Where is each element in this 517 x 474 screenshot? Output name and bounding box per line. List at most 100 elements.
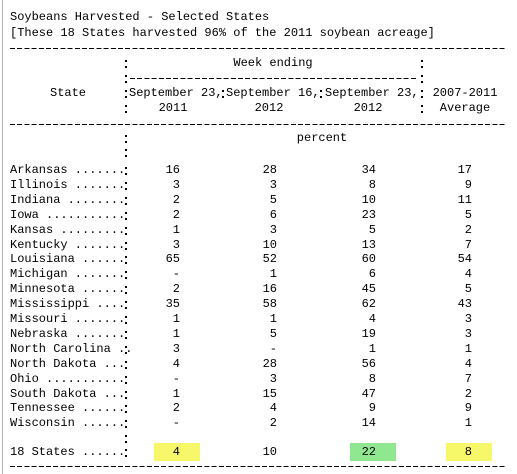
state-name: Kansas .........	[10, 222, 126, 237]
cell: 5	[269, 326, 277, 341]
colon	[125, 345, 127, 348]
state-name: Illinois .......	[10, 177, 126, 192]
cell: 3	[269, 222, 277, 237]
colon	[125, 390, 127, 393]
cell: 10	[262, 237, 277, 252]
cell: 1	[269, 312, 277, 326]
highlight	[154, 443, 200, 461]
highlight	[446, 443, 492, 461]
cell: 9	[464, 401, 472, 416]
cell: 4	[172, 356, 180, 371]
cell: 2	[464, 386, 472, 401]
cell: 4	[464, 267, 472, 282]
cell: 1	[172, 312, 180, 326]
cell: 47	[361, 386, 376, 401]
cell: 23	[361, 207, 376, 222]
total-label: 18 States ......	[10, 445, 126, 459]
colon	[125, 330, 127, 333]
cell: 2	[269, 416, 277, 431]
state-name: Missouri .......	[10, 312, 126, 326]
cell: 10	[361, 192, 376, 207]
cell: 52	[262, 252, 277, 267]
colon	[421, 105, 423, 107]
column-header: September 23,	[129, 86, 223, 100]
colon	[125, 435, 127, 437]
column-header: September 16,	[226, 86, 320, 100]
state-name: Tennessee ......	[10, 401, 126, 416]
colon	[125, 105, 127, 107]
cell: 13	[361, 237, 376, 252]
window-edge	[2, 0, 3, 474]
cell: 1	[464, 416, 472, 431]
cell: 45	[361, 282, 376, 297]
cell: 35	[165, 297, 180, 312]
cell: 19	[361, 326, 376, 341]
colon	[125, 271, 127, 274]
colon	[125, 167, 127, 169]
state-name: South Dakota ...	[10, 386, 126, 401]
total-cell: 4	[172, 445, 180, 459]
cell: 16	[165, 163, 180, 177]
cell: 5	[368, 222, 376, 237]
state-name: Nebraska .......	[10, 326, 126, 341]
colon	[222, 90, 224, 92]
state-name: Kentucky .......	[10, 237, 126, 252]
cell: 2	[172, 192, 180, 207]
cell: 2	[172, 282, 180, 297]
cell: 28	[262, 163, 277, 177]
colon	[125, 301, 127, 304]
cell: 11	[457, 192, 472, 207]
total-cell: 22	[361, 445, 376, 459]
colon	[125, 60, 127, 62]
cell: 3	[172, 341, 180, 356]
subtitle: [These 18 States harvested 96% of the 20…	[10, 26, 435, 40]
cell: 58	[262, 297, 277, 312]
colon	[125, 75, 127, 77]
cell: 2	[172, 401, 180, 416]
title: Soybeans Harvested - Selected States	[10, 10, 270, 24]
colon	[125, 241, 127, 244]
state-name: Arkansas .......	[10, 163, 126, 177]
cell: 8	[368, 177, 376, 192]
cell: 3	[172, 177, 180, 192]
cell: 9	[368, 401, 376, 416]
cell: 17	[457, 163, 472, 177]
colon	[125, 181, 127, 184]
cell: 5	[464, 207, 472, 222]
cell: 3	[464, 326, 472, 341]
cell: 2	[172, 207, 180, 222]
colon	[125, 375, 127, 378]
cell: 1	[172, 326, 180, 341]
cell: 54	[457, 252, 472, 267]
cell: 1	[172, 222, 180, 237]
column-subheader: 2012	[353, 101, 383, 115]
cell: -	[172, 416, 180, 431]
state-header: State	[50, 86, 87, 100]
cell: 15	[262, 386, 277, 401]
week-ending: Week ending	[233, 56, 313, 70]
column-subheader: 2012	[254, 101, 284, 115]
column-subheader: 2011	[158, 101, 188, 115]
cell: 56	[361, 356, 376, 371]
colon	[125, 135, 127, 137]
colon	[320, 90, 322, 92]
cell: 65	[165, 252, 180, 267]
cell: -	[172, 371, 180, 386]
cell: 1	[172, 386, 180, 401]
cell: 3	[464, 312, 472, 326]
state-name: Wisconsin ......	[10, 416, 126, 431]
colon	[125, 316, 127, 318]
cell: 3	[172, 237, 180, 252]
cell: 7	[464, 237, 472, 252]
colon	[421, 60, 423, 62]
cell: -	[172, 267, 180, 282]
cell: 1	[464, 341, 472, 356]
cell: 62	[361, 297, 376, 312]
colon	[421, 90, 423, 92]
cell: 4	[464, 356, 472, 371]
highlight	[350, 443, 396, 461]
dashed-rule	[10, 466, 505, 467]
colon	[125, 420, 127, 423]
state-name: Minnesota ......	[10, 282, 126, 297]
